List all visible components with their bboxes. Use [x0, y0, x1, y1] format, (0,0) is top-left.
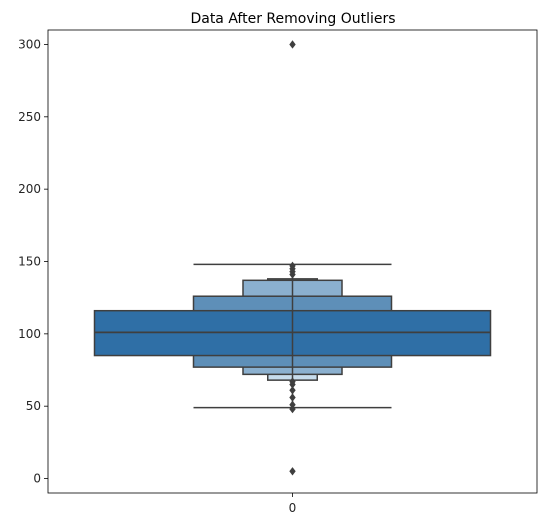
outlier-point	[289, 400, 296, 409]
x-tick-label: 0	[289, 501, 297, 515]
plot-area	[93, 40, 492, 476]
outlier-point	[289, 467, 296, 476]
y-tick-label: 0	[33, 472, 41, 486]
outlier-point	[289, 40, 296, 49]
outlier-point	[289, 377, 296, 386]
outlier-point	[289, 386, 296, 395]
axes: 0 50 100 150 200 250 300 0	[18, 37, 296, 515]
outlier-point	[289, 261, 296, 271]
plot-frame	[47, 29, 538, 494]
chart-title: Data After Removing Outliers	[190, 11, 395, 27]
y-tick-label: 300	[18, 37, 41, 51]
outlier-point	[289, 404, 296, 414]
y-tick-label: 250	[18, 110, 41, 124]
y-tick-label: 50	[26, 399, 41, 413]
y-tick-label: 200	[18, 182, 41, 196]
y-tick-label: 100	[18, 327, 41, 341]
outlier-point	[289, 393, 296, 402]
y-tick-label: 150	[18, 255, 41, 269]
